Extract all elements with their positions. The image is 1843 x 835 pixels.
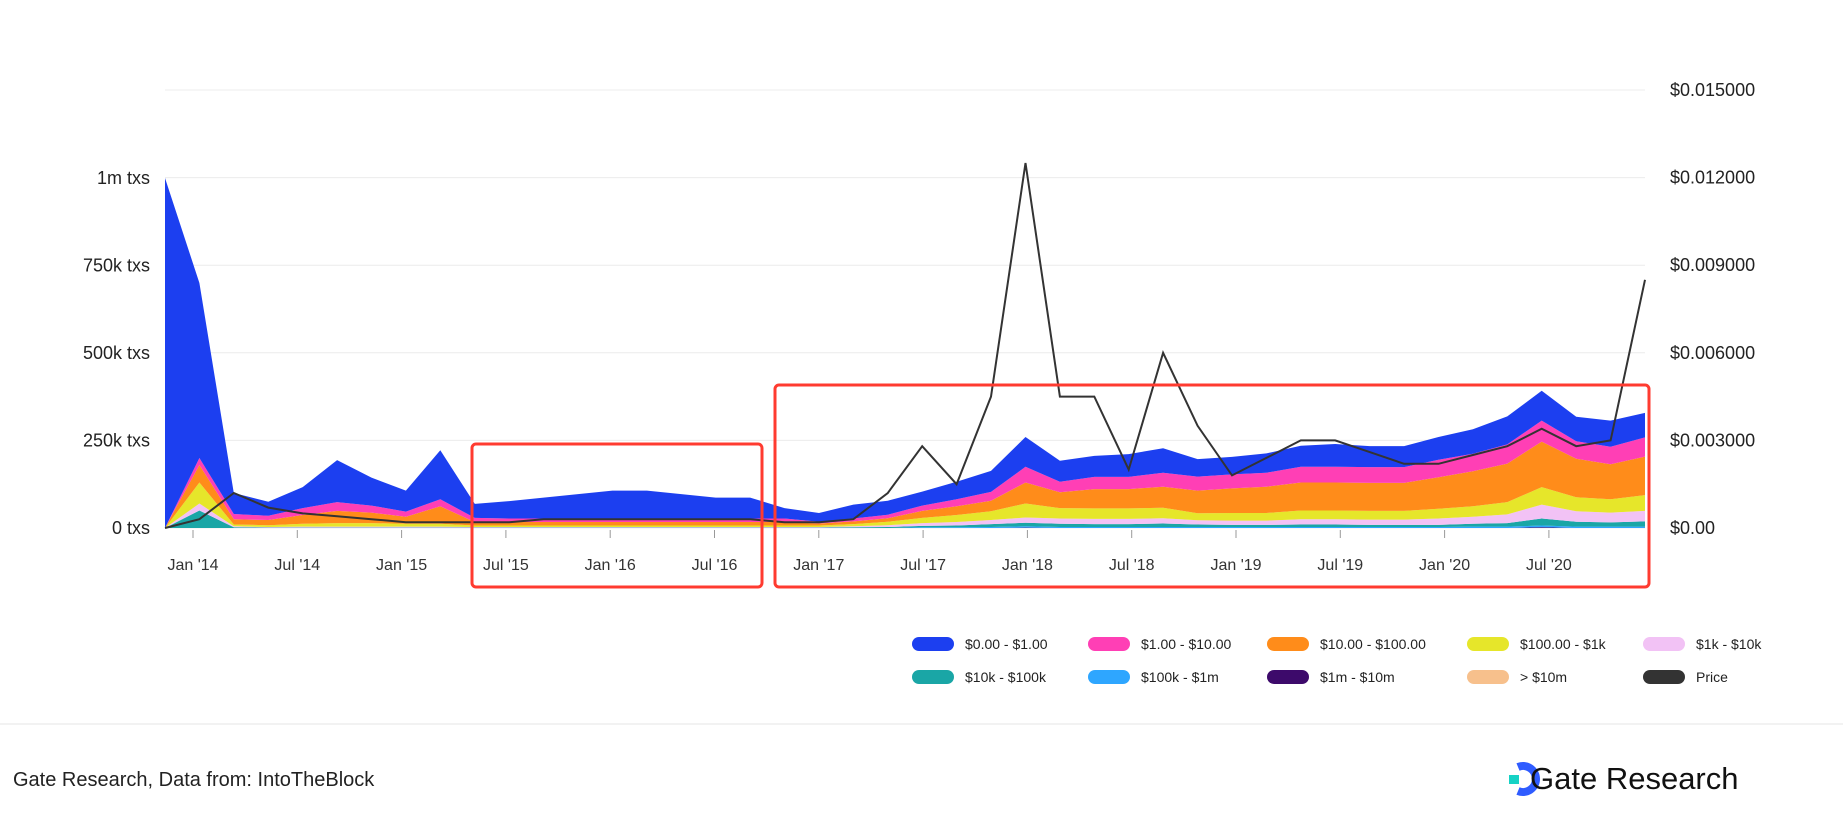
x-tick-label: Jul '17 <box>900 557 946 574</box>
x-axis: Jan '14 Jul '14 Jan '15 Jul '15 Jan '16 Jul '… <box>167 530 1572 574</box>
x-tick-label: Jan '14 <box>167 557 218 574</box>
legend-label: $100.00 - $1k <box>1520 636 1607 652</box>
legend-label: $1.00 - $10.00 <box>1141 636 1232 652</box>
x-tick-label: Jul '19 <box>1317 557 1363 574</box>
legend-item: Price <box>1643 669 1728 685</box>
gate-logo-icon <box>1509 762 1540 796</box>
legend-swatch <box>1088 670 1130 684</box>
right-tick-label: $0.003000 <box>1670 430 1755 450</box>
area-series-1k-10k <box>165 503 1645 528</box>
legend-swatch <box>912 637 954 651</box>
right-tick-label: $0.006000 <box>1670 343 1755 363</box>
right-axis: $0.00 $0.003000 $0.006000 $0.009000 $0.01200… <box>1670 80 1755 538</box>
source-text: Gate Research, Data from: IntoTheBlock <box>13 769 375 791</box>
legend-item: $10.00 - $100.00 <box>1267 636 1426 652</box>
right-tick-label: $0.015000 <box>1670 80 1755 100</box>
legend-label: $0.00 - $1.00 <box>965 636 1048 652</box>
x-tick-label: Jan '19 <box>1210 557 1261 574</box>
x-tick-label: Jul '20 <box>1526 557 1572 574</box>
highlight-boxes <box>470 383 1651 589</box>
legend-swatch <box>1267 637 1309 651</box>
legend-item: $10k - $100k <box>912 669 1047 685</box>
legend-label: $10k - $100k <box>965 669 1047 685</box>
brand-logo: Gate Research <box>1509 761 1739 796</box>
legend-label: $10.00 - $100.00 <box>1320 636 1426 652</box>
left-tick-label: 500k txs <box>83 343 150 363</box>
legend-label: > $10m <box>1520 669 1567 685</box>
brand-text: Gate Research <box>1530 761 1739 796</box>
right-tick-label: $0.012000 <box>1670 168 1755 188</box>
legend-item: $1m - $10m <box>1267 669 1395 685</box>
legend-swatch <box>1467 670 1509 684</box>
x-tick-label: Jan '15 <box>376 557 427 574</box>
legend-label: $1m - $10m <box>1320 669 1395 685</box>
legend-item: $0.00 - $1.00 <box>912 636 1048 652</box>
legend-label: $1k - $10k <box>1696 636 1762 652</box>
legend-label: Price <box>1696 669 1728 685</box>
highlight-box-2015-2016 <box>470 442 764 589</box>
right-tick-label: $0.00 <box>1670 518 1715 538</box>
x-tick-label: Jan '16 <box>585 557 636 574</box>
legend: $0.00 - $1.00 $1.00 - $10.00 $10.00 - $100… <box>912 636 1762 685</box>
x-tick-label: Jul '15 <box>483 557 529 574</box>
right-tick-label: $0.009000 <box>1670 255 1755 275</box>
left-tick-label: 750k txs <box>83 256 150 276</box>
legend-label: $100k - $1m <box>1141 669 1219 685</box>
area-series-1-00-10-00 <box>165 420 1645 528</box>
price-line <box>164 162 1646 529</box>
legend-item: $1.00 - $10.00 <box>1088 636 1232 652</box>
area-series-10k-100k <box>165 510 1645 528</box>
left-axis: 0 txs 250k txs 500k txs 750k txs 1m txs <box>83 168 150 538</box>
area-series-10-00-100-00 <box>165 441 1645 528</box>
x-tick-label: Jul '14 <box>274 557 320 574</box>
legend-item: $100k - $1m <box>1088 669 1219 685</box>
legend-item: $100.00 - $1k <box>1467 636 1607 652</box>
legend-item: $1k - $10k <box>1643 636 1762 652</box>
area-series-100-00-1k <box>165 482 1645 528</box>
highlight-box-2017-2020 <box>773 383 1651 589</box>
legend-swatch <box>1088 637 1130 651</box>
area-series-0-00-1-00 <box>165 178 1645 528</box>
legend-item: > $10m <box>1467 669 1567 685</box>
area-series-100k-1m <box>165 525 1645 528</box>
legend-swatch <box>1467 637 1509 651</box>
x-tick-label: Jan '17 <box>793 557 844 574</box>
x-tick-label: Jul '18 <box>1109 557 1155 574</box>
left-tick-label: 250k txs <box>83 431 150 451</box>
left-tick-label: 0 txs <box>112 518 150 538</box>
x-tick-label: Jan '18 <box>1002 557 1053 574</box>
price-line-group <box>164 162 1646 529</box>
legend-swatch <box>1267 670 1309 684</box>
x-tick-label: Jan '20 <box>1419 557 1470 574</box>
legend-swatch <box>1643 637 1685 651</box>
left-tick-label: 1m txs <box>97 168 150 188</box>
legend-swatch <box>1643 670 1685 684</box>
legend-swatch <box>912 670 954 684</box>
stacked-areas <box>165 178 1645 528</box>
x-tick-label: Jul '16 <box>692 557 738 574</box>
